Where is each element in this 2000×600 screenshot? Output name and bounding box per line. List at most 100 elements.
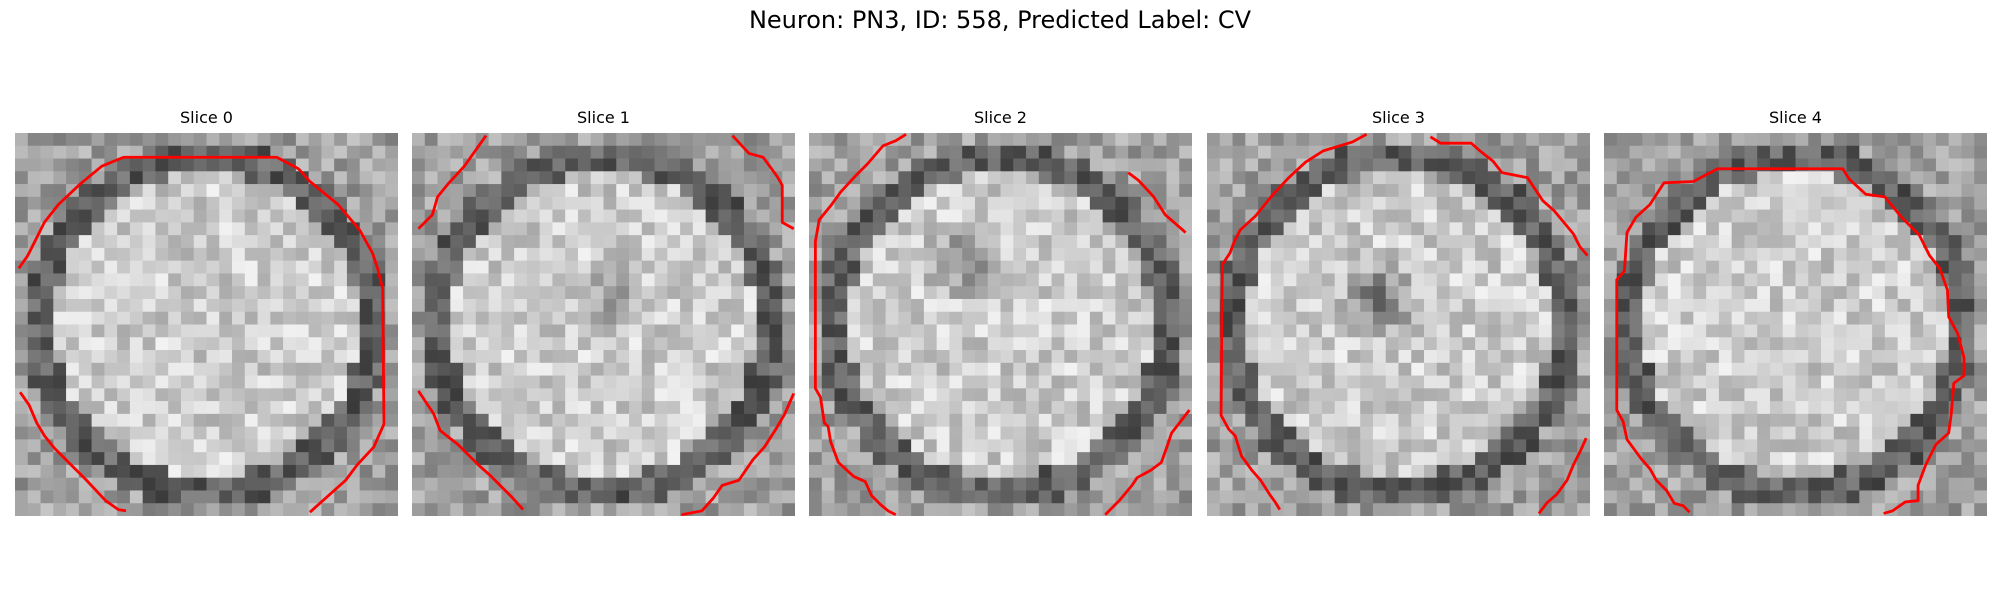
pixel <box>526 158 541 172</box>
pixel <box>385 413 398 428</box>
pixel <box>718 133 732 147</box>
pixel <box>577 464 592 479</box>
pixel <box>692 426 707 440</box>
pixel <box>412 311 426 325</box>
pixel <box>1013 311 1027 325</box>
pixel <box>385 439 398 453</box>
pixel <box>168 145 182 159</box>
pixel <box>346 452 361 466</box>
pixel <box>1038 184 1052 198</box>
pixel <box>1424 298 1438 313</box>
pixel <box>412 273 426 287</box>
pixel <box>1051 196 1065 210</box>
pixel <box>1577 324 1590 338</box>
pixel <box>1846 439 1860 453</box>
pixel <box>1693 490 1707 504</box>
pixel <box>821 401 835 415</box>
pixel <box>1538 401 1553 415</box>
pixel <box>756 171 770 185</box>
pixel <box>180 350 195 364</box>
pixel <box>1935 464 1950 479</box>
pixel <box>412 145 426 159</box>
pixel <box>117 286 131 300</box>
pixel <box>104 324 118 338</box>
pixel <box>257 324 271 338</box>
pixel <box>911 184 925 198</box>
pixel <box>463 350 477 364</box>
pixel <box>692 388 707 402</box>
pixel <box>488 209 502 223</box>
pixel <box>142 362 156 376</box>
pixel <box>450 350 464 364</box>
pixel <box>334 247 348 262</box>
pixel <box>424 222 438 236</box>
pixel <box>66 413 80 428</box>
pixel <box>1270 324 1284 338</box>
pixel <box>565 324 579 338</box>
pixel <box>1655 426 1669 440</box>
pixel <box>898 209 912 223</box>
pixel <box>1616 337 1630 351</box>
pixel <box>1859 452 1873 466</box>
pixel <box>1935 196 1950 210</box>
pixel <box>104 273 118 287</box>
pixel <box>1731 145 1745 159</box>
pixel <box>1334 133 1348 147</box>
pixel <box>987 388 1001 402</box>
pixel <box>705 324 719 338</box>
pixel <box>334 171 348 185</box>
pixel <box>1232 133 1246 147</box>
pixel <box>1140 158 1155 172</box>
pixel <box>1769 452 1784 466</box>
pixel <box>1166 490 1180 504</box>
pixel <box>450 235 464 249</box>
pixel <box>117 375 131 389</box>
pixel <box>756 209 770 223</box>
pixel <box>603 235 617 249</box>
pixel <box>1693 247 1707 262</box>
pixel <box>731 324 745 338</box>
pixel <box>1526 286 1540 300</box>
pixel <box>539 235 553 249</box>
pixel <box>1449 426 1463 440</box>
pixel <box>1884 133 1899 147</box>
pixel <box>1706 184 1720 198</box>
pixel <box>346 388 361 402</box>
slice-title: Slice 2 <box>974 108 1027 127</box>
pixel <box>1270 235 1284 249</box>
pixel <box>142 273 156 287</box>
pixel <box>1526 184 1540 198</box>
pixel <box>718 388 732 402</box>
pixel <box>1604 503 1618 516</box>
pixel <box>1179 171 1192 185</box>
pixel <box>501 362 515 376</box>
pixel <box>1884 401 1899 415</box>
pixel <box>1140 311 1155 325</box>
pixel <box>450 426 464 440</box>
pixel <box>1372 324 1387 338</box>
pixel <box>206 171 220 185</box>
pixel <box>475 426 489 440</box>
pixel <box>1000 222 1014 236</box>
pixel <box>1475 184 1489 198</box>
pixel <box>1347 235 1361 249</box>
pixel <box>412 158 426 172</box>
pixel <box>577 477 592 491</box>
pixel <box>193 413 207 428</box>
pixel <box>872 235 886 249</box>
pixel <box>1744 184 1758 198</box>
pixel <box>104 439 118 453</box>
pixel <box>565 273 579 287</box>
contour-line <box>731 134 795 230</box>
pixel <box>1487 388 1502 402</box>
pixel <box>1398 452 1412 466</box>
pixel <box>257 158 271 172</box>
pixel <box>15 145 29 159</box>
pixel <box>616 464 630 479</box>
pixel <box>193 426 207 440</box>
pixel <box>1449 184 1463 198</box>
pixel <box>514 209 528 223</box>
pixel <box>641 260 655 274</box>
pixel <box>731 375 745 389</box>
pixel <box>193 490 207 504</box>
